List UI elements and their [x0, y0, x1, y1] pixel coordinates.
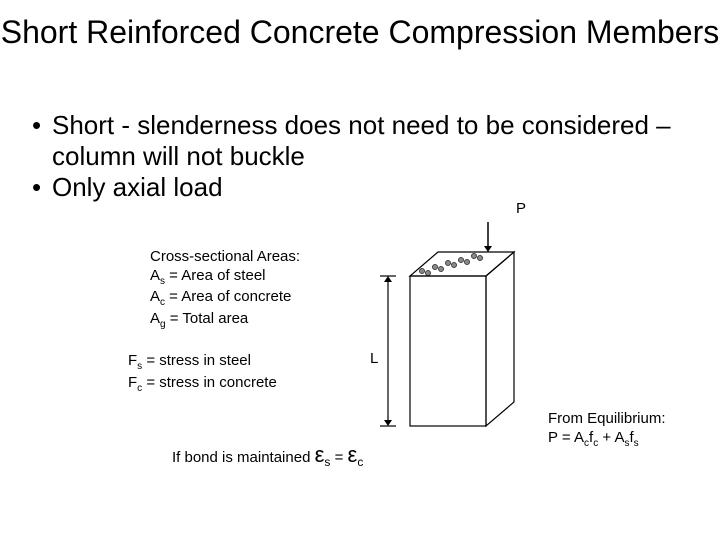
equilibrium-eq: P = Acfc + Asfs [548, 429, 666, 451]
strain-eq: εs = εc [315, 449, 364, 466]
stress-line: Fs = stress in steel [128, 352, 277, 374]
load-label-P: P [516, 200, 526, 217]
equilibrium-heading: From Equilibrium: [548, 410, 666, 429]
bond-line: If bond is maintained εs = εc [172, 442, 363, 469]
equilibrium-block: From Equilibrium: P = Acfc + Asfs [548, 410, 666, 450]
column-diagram [358, 218, 558, 478]
bullet-item: Short - slenderness does not need to be … [28, 110, 692, 172]
cross-section-block: Cross-sectional Areas: As = Area of stee… [150, 248, 300, 331]
cross-section-heading: Cross-sectional Areas: [150, 248, 300, 267]
bullet-list: Short - slenderness does not need to be … [28, 110, 692, 203]
stress-line: Fc = stress in concrete [128, 374, 277, 396]
cross-section-line: Ag = Total area [150, 310, 300, 332]
slide-title: Short Reinforced Concrete Compression Me… [0, 14, 720, 51]
cross-section-line: As = Area of steel [150, 267, 300, 289]
bullet-item: Only axial load [28, 172, 692, 203]
cross-section-line: Ac = Area of concrete [150, 288, 300, 310]
slide: Short Reinforced Concrete Compression Me… [0, 0, 720, 540]
bond-text: If bond is maintained [172, 449, 315, 466]
stress-block: Fs = stress in steel Fc = stress in conc… [128, 352, 277, 395]
